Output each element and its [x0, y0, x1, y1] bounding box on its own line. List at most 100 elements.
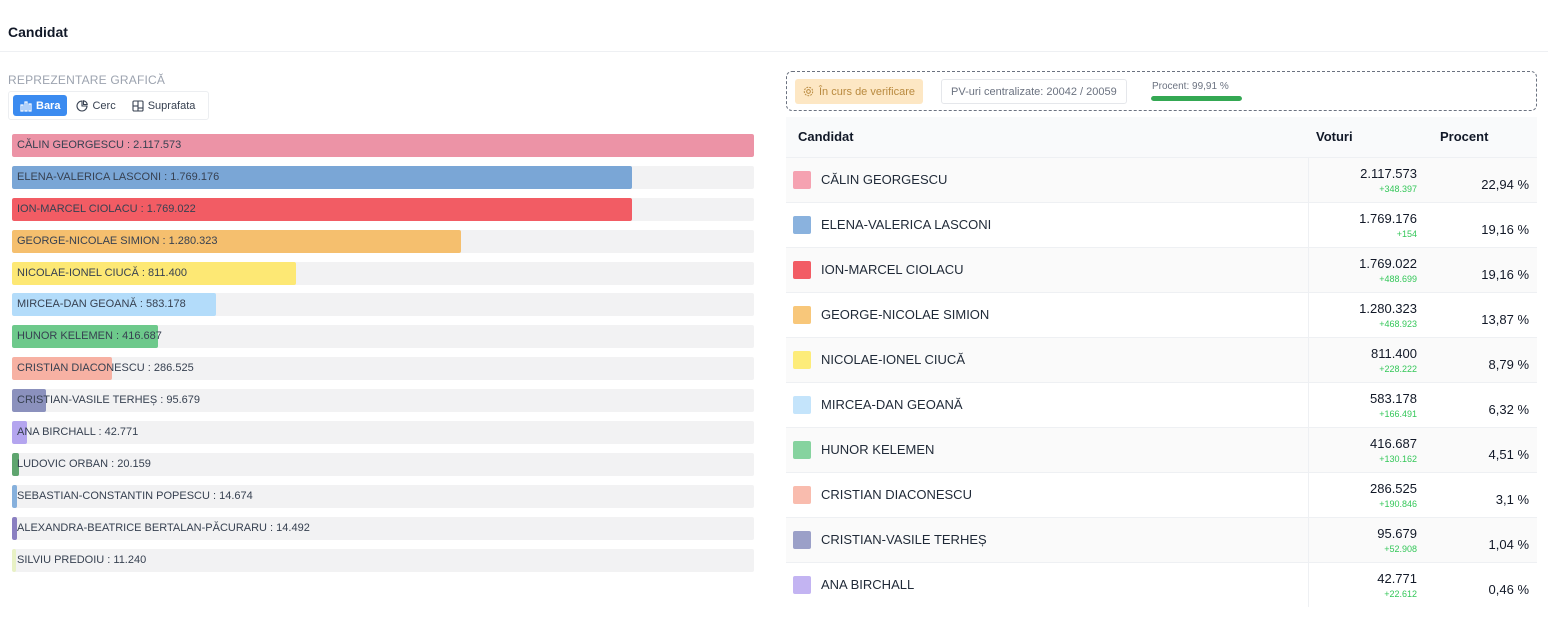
percent-value: 0,46	[1488, 581, 1514, 597]
candidate-name: CĂLIN GEORGESCU	[821, 172, 948, 187]
view-circle-label: Cerc	[92, 99, 116, 112]
table-row[interactable]: CRISTIAN-VASILE TERHEȘ 95.679 +52.908 1,04%	[786, 517, 1537, 562]
candidate-wrap: HUNOR KELEMEN	[793, 440, 1308, 459]
candidate-name: ELENA-VALERICA LASCONI	[821, 217, 992, 232]
cell-candidate: CĂLIN GEORGESCU	[786, 157, 1308, 202]
cell-percent: 13,87%	[1427, 292, 1537, 337]
view-bar-button[interactable]: Bara	[13, 95, 68, 116]
cell-votes: 583.178 +166.491	[1307, 382, 1427, 427]
table-row[interactable]: ELENA-VALERICA LASCONI 1.769.176 +154 19,16…	[786, 202, 1537, 247]
bar-label-name: GEORGE-NICOLAE SIMION	[17, 235, 169, 247]
bar-label: ALEXANDRA-BEATRICE BERTALAN-PĂCURARU14.4…	[17, 517, 310, 540]
bar-label-value: 95.679	[166, 394, 201, 407]
bar-label-value: 1.769.176	[170, 170, 220, 183]
header-candidate[interactable]: Candidat	[798, 129, 854, 145]
votes-delta: +166.491	[1379, 408, 1417, 419]
cell-percent: 3,1%	[1427, 472, 1537, 517]
bar-row[interactable]: ALEXANDRA-BEATRICE BERTALAN-PĂCURARU14.4…	[12, 516, 754, 540]
candidate-wrap: NICOLAE-IONEL CIUCĂ	[793, 350, 1308, 369]
view-area-label: Suprafata	[147, 99, 196, 112]
percent-value: 13,87	[1481, 311, 1514, 327]
bar-fill	[12, 421, 27, 445]
color-swatch	[793, 530, 811, 549]
bar-label-name: MIRCEA-DAN GEOANĂ	[17, 298, 146, 310]
votes-value: 583.178	[1370, 390, 1417, 406]
candidate-wrap: ELENA-VALERICA LASCONI	[793, 215, 1308, 234]
table-row[interactable]: CRISTIAN DIACONESCU 286.525 +190.846 3,1%	[786, 472, 1537, 517]
table-row[interactable]: CĂLIN GEORGESCU 2.117.573 +348.397 22,94%	[786, 157, 1537, 202]
bar-fill	[12, 389, 46, 413]
view-toggle: Bara Cerc Suprafata	[8, 91, 210, 120]
view-area-button[interactable]: Suprafata	[125, 95, 203, 116]
color-swatch	[793, 440, 811, 459]
view-bar-label: Bara	[36, 99, 61, 112]
table-row[interactable]: GEORGE-NICOLAE SIMION 1.280.323 +468.923 13…	[786, 292, 1537, 337]
percent-suffix: %	[1517, 446, 1529, 462]
candidate-wrap: GEORGE-NICOLAE SIMION	[793, 305, 1308, 324]
cell-candidate: ION-MARCEL CIOLACU	[786, 247, 1308, 292]
votes-delta: +154	[1396, 228, 1417, 239]
treemap-icon	[132, 99, 144, 112]
cell-candidate: CRISTIAN DIACONESCU	[786, 472, 1308, 517]
percent-value: 8,79	[1488, 356, 1514, 372]
table-row[interactable]: ION-MARCEL CIOLACU 1.769.022 +488.699 19,16…	[786, 247, 1537, 292]
votes-value: 811.400	[1370, 345, 1417, 361]
section-label: REPREZENTARE GRAFICĂ	[8, 73, 166, 87]
gear-icon	[803, 86, 814, 97]
cell-candidate: CRISTIAN-VASILE TERHEȘ	[786, 517, 1308, 562]
bar-row[interactable]: SEBASTIAN-CONSTANTIN POPESCU14.674	[12, 484, 754, 508]
percent-suffix: %	[1517, 491, 1529, 507]
cell-votes: 416.687 +130.162	[1307, 427, 1427, 472]
bar-label-value: 14.492	[276, 521, 310, 534]
bar-label-name: CĂLIN GEORGESCU	[17, 139, 133, 151]
votes-delta: +488.699	[1379, 273, 1417, 284]
percent-value: 19,16	[1481, 266, 1514, 282]
bar-fill	[12, 293, 217, 317]
table-row[interactable]: HUNOR KELEMEN 416.687 +130.162 4,51%	[786, 427, 1537, 472]
candidate-wrap: ION-MARCEL CIOLACU	[793, 260, 1308, 279]
header-percent[interactable]: Procent	[1440, 129, 1489, 145]
bar-row[interactable]: LUDOVIC ORBAN20.159	[12, 452, 754, 476]
bar-label-name: SEBASTIAN-CONSTANTIN POPESCU	[17, 490, 219, 502]
cell-votes: 2.117.573 +348.397	[1307, 157, 1427, 202]
header-votes[interactable]: Voturi	[1316, 129, 1353, 145]
cell-percent: 19,16%	[1427, 247, 1537, 292]
cell-percent: 19,16%	[1427, 202, 1537, 247]
table-row[interactable]: MIRCEA-DAN GEOANĂ 583.178 +166.491 6,32%	[786, 382, 1537, 427]
verification-badge: În curs de verificare	[795, 79, 923, 104]
pv-centralized: PV-uri centralizate: 20042 / 20059	[941, 79, 1127, 104]
cell-votes: 1.769.176 +154	[1307, 202, 1427, 247]
status-bar: În curs de verificare PV-uri centralizat…	[786, 71, 1537, 111]
cell-percent: 0,46%	[1427, 562, 1537, 607]
percent-suffix: %	[1517, 266, 1529, 282]
bar-label-value: 583.178	[145, 298, 186, 311]
percent-value: 4,51	[1488, 446, 1514, 462]
view-circle-button[interactable]: Cerc	[69, 95, 122, 116]
votes-value: 416.687	[1370, 435, 1417, 451]
table-row[interactable]: NICOLAE-IONEL CIUCĂ 811.400 +228.222 8,79%	[786, 337, 1537, 382]
color-swatch	[793, 170, 811, 189]
bar-fill	[12, 452, 20, 476]
cell-percent: 6,32%	[1427, 382, 1537, 427]
bar-row[interactable]: SILVIU PREDOIU11.240	[12, 548, 754, 572]
bar-fill	[12, 165, 632, 189]
percent-suffix: %	[1517, 581, 1529, 597]
table-row[interactable]: ANA BIRCHALL 42.771 +22.612 0,46%	[786, 562, 1537, 607]
votes-delta: +190.846	[1379, 498, 1417, 509]
candidate-name: CRISTIAN-VASILE TERHEȘ	[821, 532, 987, 547]
votes-delta: +52.908	[1384, 543, 1417, 554]
